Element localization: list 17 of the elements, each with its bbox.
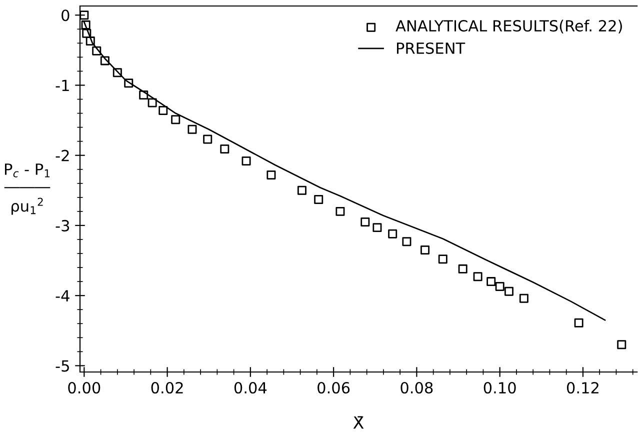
legend-label: ANALYTICAL RESULTS(Ref. 22) (396, 20, 622, 34)
x-tick-label: 0.08 (400, 382, 433, 394)
x-tick-label: 0.12 (566, 382, 598, 394)
x-axis-title: X̄ (353, 416, 364, 429)
y-tick-label: -4 (56, 290, 70, 302)
x-tick-label: 0.00 (68, 382, 100, 394)
y-tick-label: -5 (56, 360, 69, 372)
y-tick-label: 0 (62, 10, 70, 22)
y-tick-label: -1 (56, 80, 69, 92)
legend-label: PRESENT (397, 42, 466, 54)
x-tick-label: 0.10 (484, 382, 516, 394)
x-tick-label: 0.06 (318, 382, 350, 394)
y-tick-label: -2 (56, 150, 69, 162)
x-tick-label: 0.02 (151, 382, 183, 394)
y-axis-title: P$_{c}$ - P$_{1}$ ――― ρu$_{1}$$^{2}$ (4, 164, 50, 215)
x-tick-label: 0.04 (234, 382, 267, 394)
y-tick-label: -3 (56, 220, 70, 232)
